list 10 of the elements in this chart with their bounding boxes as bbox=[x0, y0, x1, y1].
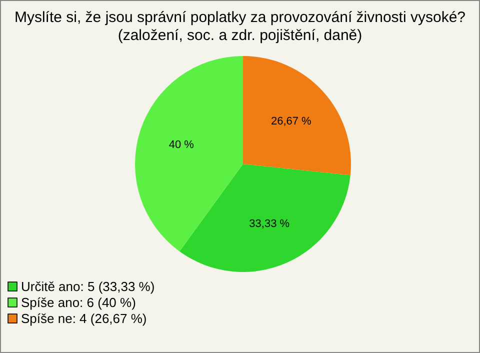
pie-slice bbox=[135, 56, 243, 252]
legend-label: Určitě ano: 5 (33,33 %) bbox=[21, 279, 155, 294]
legend-label: Spíše ne: 4 (26,67 %) bbox=[21, 311, 147, 326]
data-label: 40 % bbox=[168, 138, 194, 151]
chart-title: Myslíte si, že jsou správní poplatky za provozování živnosti vysoké? (založení, soc. a zdr. pojištění, daně) bbox=[14, 9, 466, 44]
data-label: 33,33 % bbox=[249, 218, 290, 230]
pie-slice bbox=[180, 164, 350, 272]
legend-label: Spíše ano: 6 (40 %) bbox=[21, 295, 136, 310]
data-label: 26,67 % bbox=[270, 116, 312, 128]
pie-slice bbox=[243, 56, 351, 176]
